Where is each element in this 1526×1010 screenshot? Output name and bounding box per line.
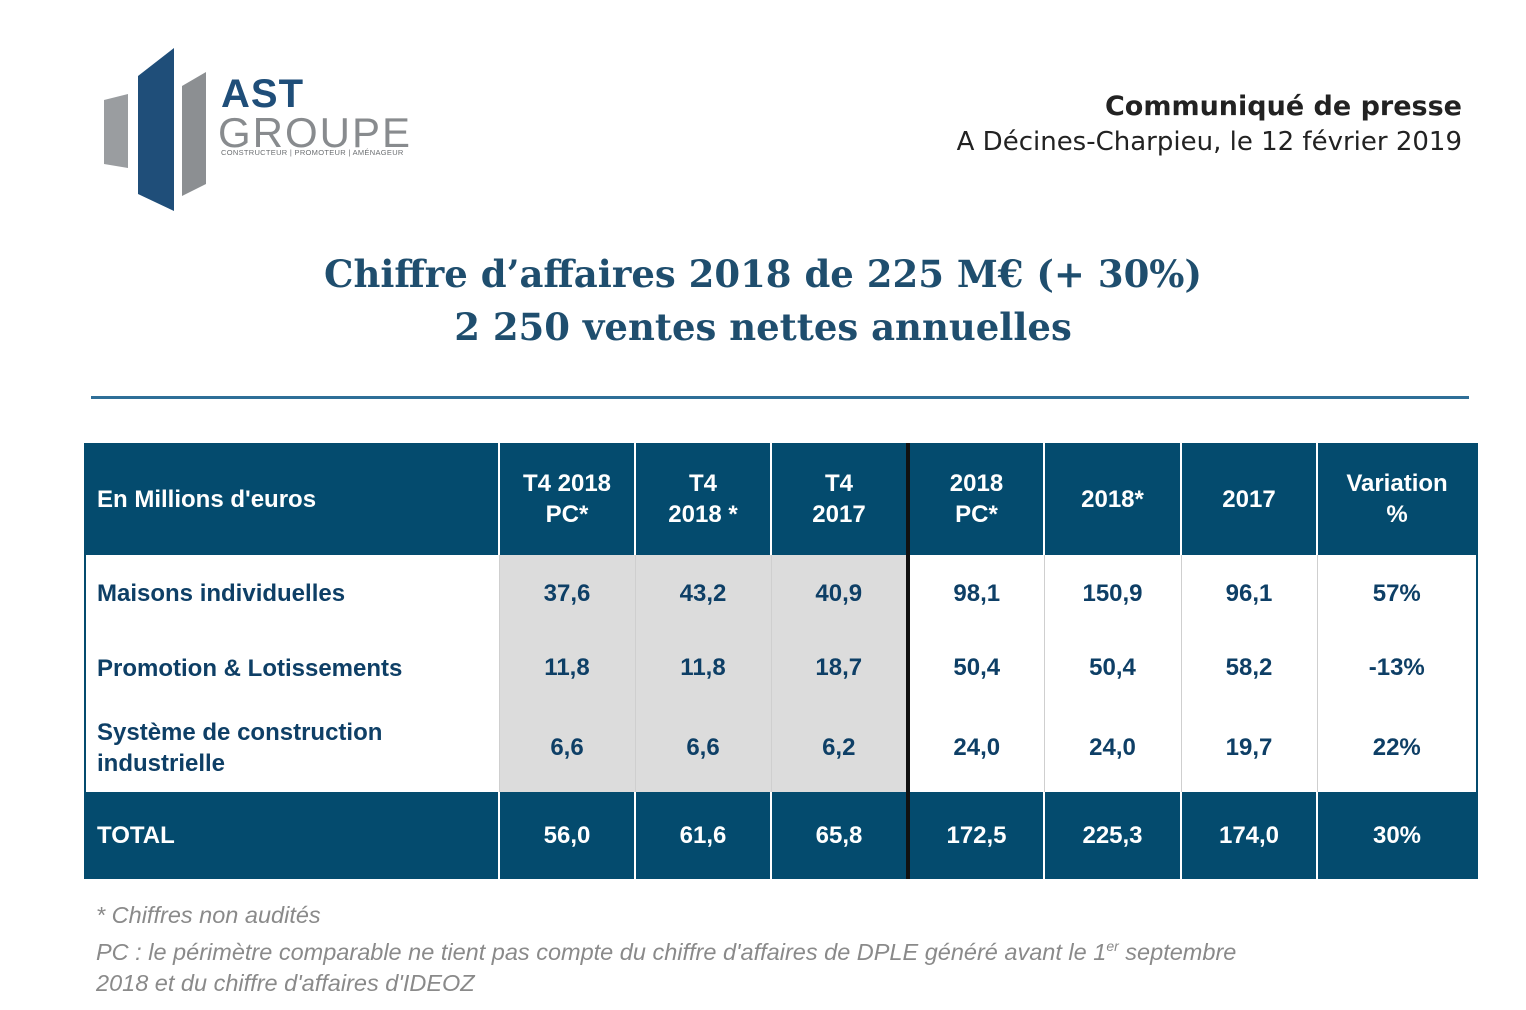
headline-line-1: Chiffre d’affaires 2018 de 225 M€ (+ 30%… (324, 252, 1202, 296)
table-row: Promotion & Lotissements 11,8 11,8 18,7 … (84, 632, 1478, 704)
header-variation: Variation% (1317, 443, 1478, 555)
revenue-table: En Millions d'euros T4 2018 PC* T4 2018 * … (84, 443, 1478, 879)
table-cell: 19,7 (1181, 704, 1318, 792)
row-label: Promotion & Lotissements (84, 632, 500, 704)
table-cell: 43,2 (635, 555, 772, 632)
logo-word-ast: AST (221, 72, 304, 116)
table-cell: 24,0 (1044, 704, 1182, 792)
press-title: Communiqué de presse (1104, 91, 1462, 122)
logo-tagline: CONSTRUCTEUR | PROMOTEUR | AMÉNAGEUR (221, 148, 404, 157)
logo-building-icon (104, 48, 206, 211)
company-logo: AST GROUPE CONSTRUCTEUR | PROMOTEUR | AM… (104, 46, 464, 211)
table-cell: 57% (1317, 555, 1478, 632)
total-cell: 225,3 (1044, 792, 1182, 879)
row-label: Maisons individuelles (84, 555, 500, 632)
headline: Chiffre d’affaires 2018 de 225 M€ (+ 30%… (0, 248, 1526, 354)
table-cell: 58,2 (1181, 632, 1318, 704)
press-header: Communiqué de presse A Décines-Charpieu,… (957, 90, 1462, 160)
header-t4-2017: T4 2017 (771, 443, 910, 555)
table-cell: 24,0 (908, 704, 1045, 792)
footnote-unaudited: * Chiffres non audités (96, 902, 321, 928)
table-total-row: TOTAL 56,0 61,6 65,8 172,5 225,3 174,0 3… (84, 792, 1478, 879)
logo-word-groupe: GROUPE (218, 109, 413, 156)
total-cell: 56,0 (499, 792, 636, 879)
table-cell: -13% (1317, 632, 1478, 704)
press-date: A Décines-Charpieu, le 12 février 2019 (956, 127, 1462, 157)
total-label: TOTAL (84, 792, 500, 879)
table-cell: 11,8 (499, 632, 636, 704)
total-cell: 172,5 (908, 792, 1045, 879)
table-cell: 150,9 (1044, 555, 1182, 632)
header-2018: 2018* (1044, 443, 1182, 555)
row-label: Système de construction industrielle (84, 704, 500, 792)
total-cell: 30% (1317, 792, 1478, 879)
header-label: En Millions d'euros (84, 443, 500, 555)
table-cell: 6,6 (635, 704, 772, 792)
total-cell: 65,8 (771, 792, 910, 879)
table-cell: 11,8 (635, 632, 772, 704)
headline-line-2: 2 250 ventes nettes annuelles (454, 305, 1072, 349)
table-cell: 96,1 (1181, 555, 1318, 632)
footnote-pc: PC : le périmètre comparable ne tient pa… (96, 938, 1237, 965)
table-header-row: En Millions d'euros T4 2018 PC* T4 2018 * … (84, 443, 1478, 555)
table-cell: 6,6 (499, 704, 636, 792)
footnotes: * Chiffres non audités PC : le périmètre… (96, 900, 1476, 999)
footnote-pc-cont: 2018 et du chiffre d'affaires d'IDEOZ (96, 969, 475, 996)
total-cell: 174,0 (1181, 792, 1318, 879)
total-cell: 61,6 (635, 792, 772, 879)
table-cell: 22% (1317, 704, 1478, 792)
header-t4-2018-pc: T4 2018 PC* (499, 443, 636, 555)
table-row: Maisons individuelles 37,6 43,2 40,9 98,… (84, 555, 1478, 632)
divider (91, 396, 1469, 399)
table-cell: 50,4 (1044, 632, 1182, 704)
table-cell: 50,4 (908, 632, 1045, 704)
table-cell: 40,9 (771, 555, 910, 632)
header-2018-pc: 2018 PC* (908, 443, 1045, 555)
header-t4-2018: T4 2018 * (635, 443, 772, 555)
table-cell: 98,1 (908, 555, 1045, 632)
table-cell: 6,2 (771, 704, 910, 792)
table-row: Système de construction industrielle 6,6 … (84, 704, 1478, 792)
table-cell: 37,6 (499, 555, 636, 632)
header-2017: 2017 (1181, 443, 1318, 555)
table-cell: 18,7 (771, 632, 910, 704)
